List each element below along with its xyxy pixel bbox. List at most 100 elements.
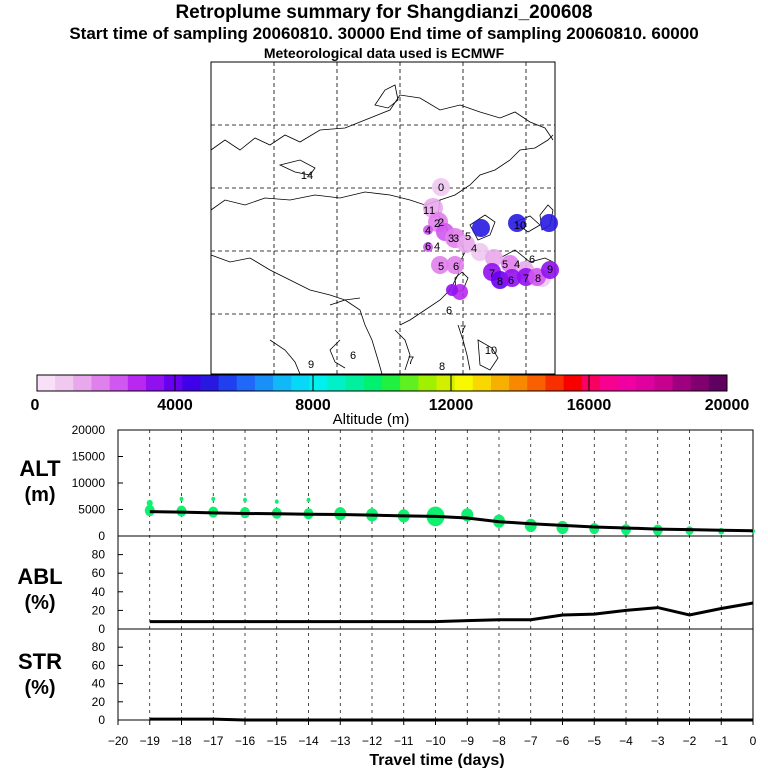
- map-day-label: 7: [523, 273, 529, 285]
- map-day-label: 5: [438, 261, 444, 273]
- plume-blob: [472, 219, 490, 237]
- colorbar-swatch: [291, 375, 310, 391]
- x-tick-label: 0: [750, 734, 757, 748]
- alt-mean-line: [149, 510, 754, 533]
- plume-blob: [446, 256, 464, 274]
- y-tick-label: 80: [92, 640, 106, 654]
- str-axis-unit: (%): [24, 677, 55, 699]
- colorbar-tick-label: 20000: [705, 397, 750, 414]
- alt-spread-point: [556, 520, 569, 535]
- plume-blob: [471, 243, 489, 261]
- abl-line: [149, 601, 754, 624]
- colorbar-swatch: [454, 375, 474, 391]
- y-tick-label: 10000: [72, 476, 106, 490]
- colorbar-swatch: [236, 375, 256, 391]
- map-day-label: 4: [434, 241, 440, 253]
- colorbar-swatch: [472, 375, 492, 391]
- colorbar-swatch: [164, 375, 183, 391]
- colorbar-tick-label: 8000: [295, 397, 331, 414]
- map-gridlines: [211, 62, 555, 374]
- colorbar-ticks: 0 4000 8000 12000 16000 20000: [31, 375, 750, 414]
- map-day-label: 0: [438, 182, 444, 194]
- map-day-label: 8: [439, 361, 445, 373]
- panel-day-gridlines: [149, 430, 722, 720]
- x-tick-label: −11: [394, 734, 414, 748]
- plume-blob: [423, 242, 433, 252]
- y-tick-label: 20000: [72, 423, 106, 437]
- abl-axis-label: ABL: [17, 564, 62, 589]
- colorbar-tick-label: 0: [31, 397, 40, 414]
- map-frame: [210, 61, 556, 375]
- y-tick-label: 15000: [72, 450, 106, 464]
- plume-blob: [432, 178, 450, 196]
- x-tick-label: −14: [298, 734, 319, 748]
- colorbar-swatch: [127, 375, 147, 391]
- y-tick-label: 0: [98, 713, 105, 727]
- colorbar-swatch: [273, 375, 292, 391]
- str-axis-label: STR: [18, 649, 62, 674]
- colorbar-tick-label: 4000: [157, 397, 193, 414]
- map-day-label: 6: [446, 305, 452, 317]
- plume-blob: [541, 261, 559, 279]
- map-day-label: 2: [434, 218, 440, 230]
- x-tick-label: −15: [267, 734, 288, 748]
- x-tick-label: −16: [235, 734, 256, 748]
- colorbar-swatches: [37, 375, 728, 391]
- colorbar-swatch: [599, 375, 619, 391]
- y-tick-labels: 20000 15000 10000 5000 0 80 60 40 20 0 80 60 40 20 0: [72, 423, 123, 727]
- colorbar-swatch: [509, 375, 528, 391]
- colorbar-swatch: [436, 375, 456, 391]
- x-tick-label: −13: [330, 734, 351, 748]
- colorbar-swatch: [545, 375, 565, 391]
- y-tick-label: 0: [98, 622, 105, 636]
- x-tick-label: −5: [587, 734, 601, 748]
- colorbar-swatch: [690, 375, 710, 391]
- colorbar-swatch: [400, 375, 419, 391]
- plume-blob: [503, 269, 521, 287]
- x-tick-labels: −20 −19 −18 −17 −16 −15 −14 −13 −12 −11 −10 −9 −8 −7−…: [108, 720, 757, 748]
- plume-blob: [431, 256, 449, 274]
- alt-axis-label: ALT: [19, 456, 61, 481]
- plume-blob: [508, 214, 526, 232]
- map-day-label: 9: [308, 359, 314, 371]
- colorbar-swatch: [91, 375, 111, 391]
- x-axis-label: Travel time (days): [369, 752, 504, 768]
- alt-spread-point: [243, 497, 247, 503]
- colorbar-swatch: [672, 375, 692, 391]
- map-day-label: 7: [460, 324, 466, 336]
- map-day-label: 5: [465, 231, 471, 243]
- map-day-label: 8: [497, 276, 503, 288]
- abl-axis-unit: (%): [24, 592, 55, 614]
- colorbar-swatch: [654, 375, 674, 391]
- colorbar-swatch: [55, 375, 74, 391]
- y-tick-label: 40: [92, 585, 106, 599]
- colorbar-swatch: [581, 375, 601, 391]
- map-coastlines: [210, 84, 554, 375]
- alt-spread-point: [211, 496, 216, 502]
- colorbar-swatch: [618, 375, 637, 391]
- colorbar-swatch: [73, 375, 92, 391]
- map-day-label: 9: [547, 264, 553, 276]
- map-day-label: 3: [448, 233, 454, 245]
- alt-spread-point: [306, 497, 311, 503]
- colorbar-tick-label: 12000: [429, 397, 474, 414]
- map-day-label: 7: [489, 268, 495, 280]
- plume-trajectory: [423, 178, 559, 300]
- x-tick-label: −3: [651, 734, 665, 748]
- map-day-label: 6: [425, 241, 431, 253]
- map-day-label: 14: [301, 170, 313, 182]
- colorbar-label: Altitude (m): [333, 411, 410, 428]
- colorbar-swatch: [418, 375, 437, 391]
- altitude-colorbar: 0 4000 8000 12000 16000 20000 Altitude (m): [31, 374, 750, 428]
- y-tick-label: 80: [92, 548, 106, 562]
- map-day-label: 2: [438, 217, 444, 229]
- map-day-label: 6: [508, 275, 514, 287]
- x-tick-label: −10: [425, 734, 446, 748]
- timeseries-panels: 20000 15000 10000 5000 0 80 60 40 20 0 80 60 40 20 0 −…: [17, 423, 756, 768]
- alt-spread-point: [621, 524, 631, 536]
- map-day-label: 6: [453, 261, 459, 273]
- str-line: [149, 717, 753, 722]
